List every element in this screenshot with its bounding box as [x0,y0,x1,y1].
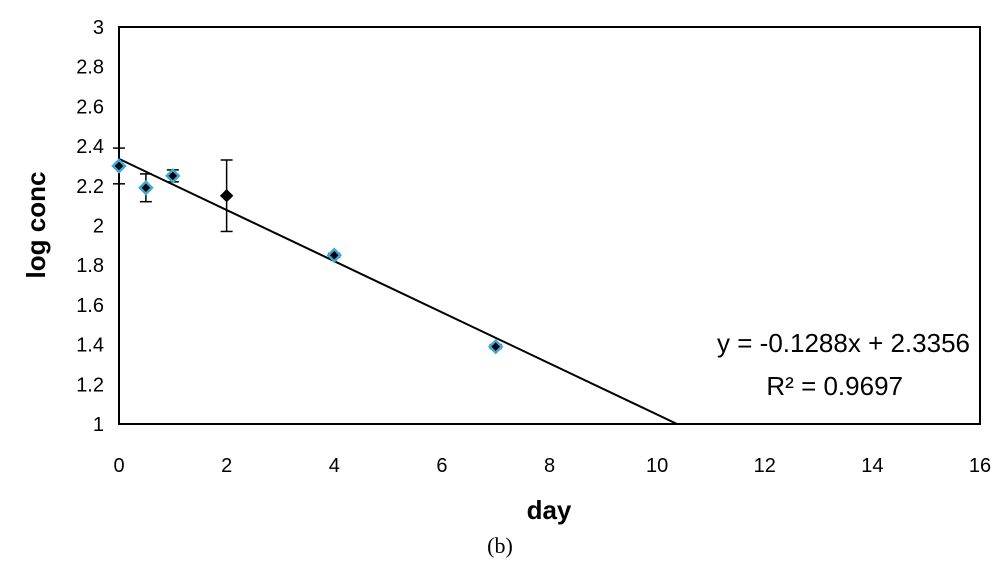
plot-area [118,26,981,425]
data-point [219,189,234,203]
x-tick-label: 12 [754,455,776,477]
x-axis-title: day [527,495,572,525]
y-tick-label: 1 [93,414,104,436]
x-tick-label: 6 [436,455,447,477]
x-tick-labels: 0 2 4 6 8 10 12 14 16 [113,455,991,477]
y-tick-label: 2.4 [76,136,104,158]
y-tick-label: 2 [93,216,104,238]
y-tick-label: 1.2 [76,374,104,396]
figure-caption: (b) [487,533,513,558]
data-point [111,158,127,174]
x-tick-label: 8 [544,455,555,477]
x-tick-label: 10 [646,455,668,477]
y-tick-label: 1.4 [76,335,104,357]
trendline [118,157,678,425]
trendline-group [118,157,678,425]
data-point [165,168,181,184]
y-tick-label: 1.6 [76,295,104,317]
x-tick-label: 14 [861,455,883,477]
r-squared-label: R² = 0.9697 [766,371,903,401]
x-tick-label: 4 [329,455,340,477]
y-tick-labels: 1 1.2 1.4 1.6 1.8 2 2.2 2.4 2.6 2.8 3 [76,17,104,436]
x-tick-label: 0 [113,455,124,477]
y-tick-label: 1.8 [76,255,104,277]
data-point [138,180,154,196]
y-tick-label: 3 [93,17,104,39]
data-point [487,338,504,355]
x-tick-label: 2 [221,455,232,477]
y-tick-label: 2.2 [76,176,104,198]
y-tick-label: 2.6 [76,96,104,118]
x-tick-label: 16 [969,455,991,477]
data-point [326,247,343,264]
y-tick-label: 2.8 [76,57,104,79]
trendline-equation: y = -0.1288x + 2.3356 [717,328,970,358]
data-points [111,158,504,355]
y-axis-title: log conc [21,172,51,279]
